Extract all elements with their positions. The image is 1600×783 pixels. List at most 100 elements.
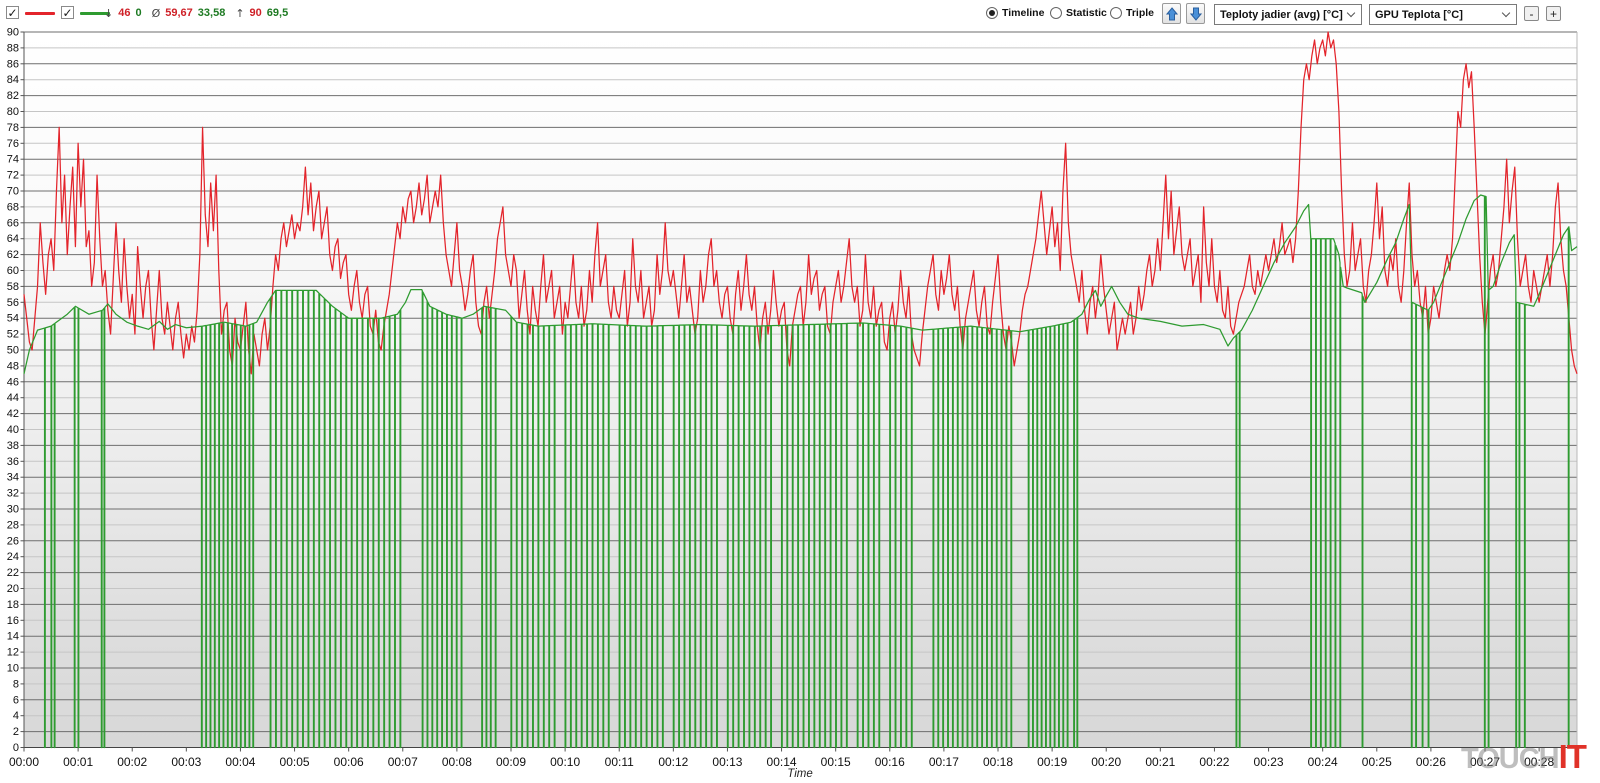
svg-text:24: 24 (7, 551, 19, 563)
watermark-it: IT (1558, 738, 1587, 775)
svg-text:8: 8 (13, 678, 19, 690)
svg-text:76: 76 (7, 138, 19, 150)
svg-text:00:19: 00:19 (1037, 755, 1067, 769)
zoom-out-button[interactable]: - (1524, 6, 1539, 21)
chevron-down-icon (1502, 10, 1511, 19)
series1-select[interactable]: Teploty jadier (avg) [°C] (1214, 4, 1362, 25)
svg-text:72: 72 (7, 170, 19, 182)
zoom-in-button[interactable]: + (1546, 6, 1561, 21)
svg-text:70: 70 (7, 186, 19, 198)
svg-text:14: 14 (7, 631, 19, 643)
series1-visibility-checkbox[interactable]: ✓ (6, 6, 19, 20)
svg-text:00:10: 00:10 (550, 755, 580, 769)
svg-text:00:28: 00:28 (1524, 755, 1554, 769)
svg-text:00:26: 00:26 (1416, 755, 1446, 769)
svg-text:00:17: 00:17 (929, 755, 959, 769)
radio-statistic[interactable]: Statistic (1050, 7, 1107, 19)
svg-text:16: 16 (7, 615, 19, 627)
svg-text:4: 4 (13, 710, 19, 722)
svg-text:00:25: 00:25 (1362, 755, 1392, 769)
svg-text:38: 38 (7, 440, 19, 452)
svg-text:Time: Time (787, 768, 812, 780)
svg-text:50: 50 (7, 345, 19, 357)
svg-text:12: 12 (7, 647, 19, 659)
svg-text:00:02: 00:02 (117, 755, 147, 769)
svg-text:68: 68 (7, 201, 19, 213)
svg-text:00:15: 00:15 (821, 755, 851, 769)
radio-selected-icon (986, 7, 998, 19)
series1-color-swatch (25, 12, 55, 15)
stat-min-gpu: 0 (135, 7, 142, 19)
series2-visibility-checkbox[interactable]: ✓ (61, 6, 74, 20)
svg-text:52: 52 (7, 329, 19, 341)
radio-triple[interactable]: Triple (1110, 7, 1154, 19)
svg-text:00:23: 00:23 (1254, 755, 1284, 769)
stat-min-cpu: 46 (118, 7, 131, 19)
svg-text:34: 34 (7, 472, 19, 484)
move-up-button[interactable] (1162, 3, 1181, 24)
svg-text:54: 54 (7, 313, 19, 325)
svg-text:00:09: 00:09 (496, 755, 526, 769)
svg-text:00:20: 00:20 (1091, 755, 1121, 769)
radio-icon (1110, 7, 1122, 19)
svg-text:00:05: 00:05 (280, 755, 310, 769)
max-arrow-icon: ↑ (235, 7, 245, 20)
svg-text:44: 44 (7, 392, 19, 404)
svg-text:26: 26 (7, 535, 19, 547)
arrow-up-icon (1165, 6, 1178, 20)
svg-text:56: 56 (7, 297, 19, 309)
stat-min: ↓ 46 0 (104, 7, 142, 20)
svg-text:00:27: 00:27 (1470, 755, 1500, 769)
svg-text:00:12: 00:12 (658, 755, 688, 769)
svg-text:00:04: 00:04 (225, 755, 255, 769)
stat-avg-gpu: 33,58 (197, 7, 226, 19)
svg-text:00:11: 00:11 (605, 755, 634, 769)
svg-text:22: 22 (7, 567, 19, 579)
svg-text:00:16: 00:16 (875, 755, 905, 769)
svg-text:58: 58 (7, 281, 19, 293)
svg-text:66: 66 (7, 217, 19, 229)
chevron-down-icon (1347, 10, 1356, 19)
svg-text:48: 48 (7, 360, 19, 372)
series2-select[interactable]: GPU Teplota [°C] (1369, 4, 1517, 25)
svg-text:78: 78 (7, 122, 19, 134)
svg-text:00:00: 00:00 (9, 755, 39, 769)
watermark-touch: TOUCH (1461, 743, 1560, 775)
svg-text:86: 86 (7, 58, 19, 70)
svg-text:2: 2 (13, 726, 19, 738)
svg-text:60: 60 (7, 265, 19, 277)
svg-text:40: 40 (7, 424, 19, 436)
stat-avg-cpu: 59,67 (165, 7, 193, 19)
avg-icon: Ø (151, 7, 161, 20)
svg-text:00:21: 00:21 (1145, 755, 1175, 769)
svg-text:90: 90 (7, 27, 19, 39)
arrow-down-icon (1189, 7, 1202, 21)
svg-text:00:01: 00:01 (63, 755, 93, 769)
toolbar: ✓ ✓ ↓ 46 0 Ø 59,67 33,58 ↑ 90 69,5 Timel… (0, 0, 1600, 28)
svg-text:6: 6 (13, 694, 19, 706)
move-down-button[interactable] (1186, 3, 1205, 24)
series2-color-swatch (80, 12, 110, 15)
svg-text:00:08: 00:08 (442, 755, 472, 769)
stat-max-gpu: 69,5 (266, 7, 289, 19)
svg-text:88: 88 (7, 42, 19, 54)
svg-text:74: 74 (7, 154, 19, 166)
svg-text:10: 10 (7, 663, 19, 675)
svg-text:28: 28 (7, 519, 19, 531)
stat-avg: Ø 59,67 33,58 (152, 7, 226, 20)
min-arrow-icon: ↓ (104, 7, 114, 20)
svg-text:36: 36 (7, 456, 19, 468)
svg-text:00:14: 00:14 (767, 755, 797, 769)
svg-text:00:06: 00:06 (334, 755, 364, 769)
svg-text:62: 62 (7, 249, 19, 261)
radio-timeline[interactable]: Timeline (986, 7, 1044, 19)
touchit-watermark: TOUCHIT (1461, 738, 1587, 775)
svg-text:00:13: 00:13 (712, 755, 742, 769)
svg-text:84: 84 (7, 74, 19, 86)
svg-text:46: 46 (7, 376, 19, 388)
svg-text:82: 82 (7, 90, 19, 102)
svg-text:32: 32 (7, 488, 19, 500)
series-stats: ↓ 46 0 Ø 59,67 33,58 ↑ 90 69,5 (104, 7, 288, 20)
svg-text:00:18: 00:18 (983, 755, 1013, 769)
